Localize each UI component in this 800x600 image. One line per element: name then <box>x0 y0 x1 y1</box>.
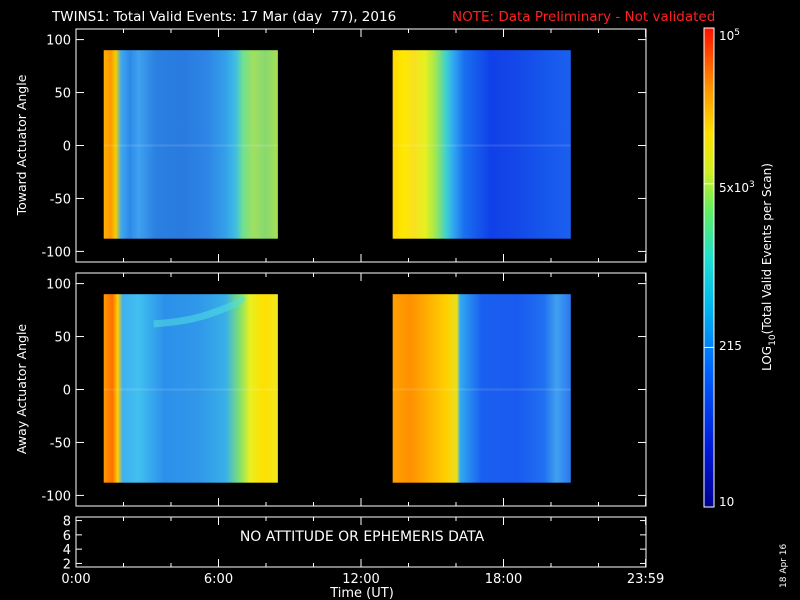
toward-ytick-label: 50 <box>54 87 71 102</box>
footer-date: 18 Apr 16 <box>779 544 789 588</box>
toward-ytick-label: 100 <box>46 34 71 49</box>
away-streak <box>153 294 247 328</box>
attitude-ytick-label: 8 <box>63 515 71 530</box>
colorbar: 105 5x103 215 10 LOG10(Total Valid Event… <box>703 27 778 509</box>
away-ytick-label: -100 <box>41 489 71 504</box>
xtick-label: 0:00 <box>61 572 90 587</box>
colorbar-label: LOG10(Total Valid Events per Scan) <box>760 163 778 371</box>
figure-title: TWINS1: Total Valid Events: 17 Mar (day … <box>51 9 396 25</box>
xtick-label: 12:00 <box>342 572 379 587</box>
toward-ylabel: Toward Actuator Angle <box>14 74 29 216</box>
xtick-label: 6:00 <box>204 572 233 587</box>
xtick-label: 18:00 <box>485 572 522 587</box>
toward-ytick-label: -50 <box>50 192 71 207</box>
colorbar-tick-5k: 5x103 <box>719 180 755 195</box>
away-panel: 100 50 0 -50 -100 Away Actuator Angle <box>14 272 647 507</box>
no-data-message: NO ATTITUDE OR EPHEMERIS DATA <box>240 529 485 545</box>
colorbar-gradient <box>704 28 714 507</box>
toward-panel: 100 50 0 -50 -100 Toward Actuator Angle <box>14 28 647 263</box>
x-axis: 0:00 6:00 12:00 18:00 23:59 <box>61 29 664 587</box>
attitude-ytick-label: 4 <box>63 543 71 558</box>
away-heatmap-block-2 <box>392 294 571 483</box>
attitude-ytick-label: 6 <box>63 529 71 544</box>
toward-ytick-label: -100 <box>41 245 71 260</box>
away-ytick-label: 0 <box>63 384 71 399</box>
toward-heatmap-block-1 <box>103 50 278 239</box>
away-ytick-label: -50 <box>50 436 71 451</box>
colorbar-tick-top: 105 <box>719 28 740 43</box>
attitude-ytick-label: 2 <box>63 557 71 572</box>
away-heatmap-block-1 <box>103 294 278 483</box>
away-ytick-label: 50 <box>54 331 71 346</box>
data-preliminary-note: NOTE: Data Preliminary - Not validated <box>452 9 715 25</box>
colorbar-tick-215: 215 <box>719 339 742 353</box>
x-axis-label: Time (UT) <box>329 586 394 600</box>
toward-heatmap-block-2 <box>392 50 571 239</box>
colorbar-tick-10: 10 <box>719 495 734 509</box>
xtick-label: 23:59 <box>627 572 664 587</box>
away-ylabel: Away Actuator Angle <box>14 324 29 455</box>
toward-ytick-label: 0 <box>63 140 71 155</box>
away-ytick-label: 100 <box>46 278 71 293</box>
